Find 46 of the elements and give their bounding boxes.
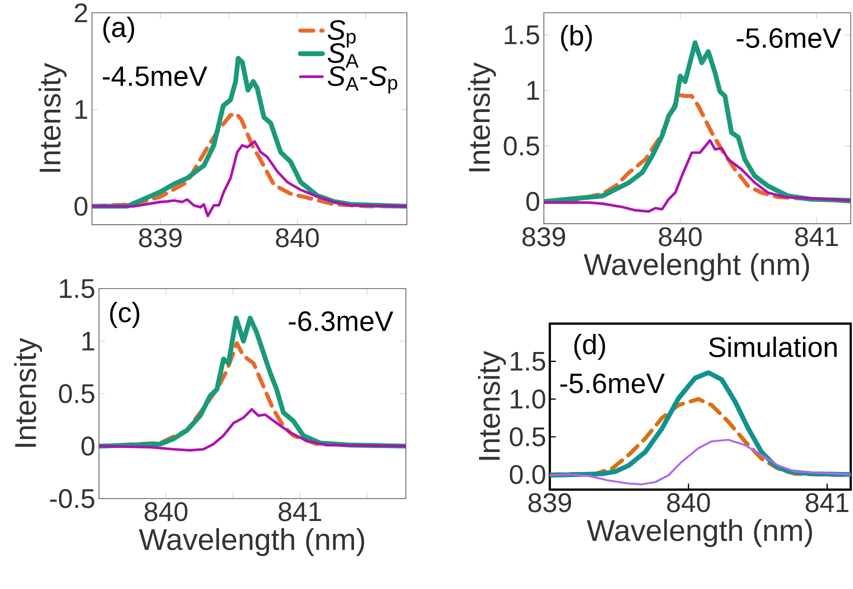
y-tick-label: 0 <box>526 192 540 212</box>
y-tick-label: 1 <box>75 100 88 120</box>
annotation: -5.6meV <box>560 374 665 394</box>
y-axis-title: Intensity <box>478 351 506 460</box>
annotation: Simulation <box>709 336 837 358</box>
y-axis-title: Intensity <box>14 338 42 447</box>
annotation: -6.3meV <box>288 312 394 332</box>
line-series <box>92 140 407 218</box>
y-tick-label: 0.5 <box>510 427 546 447</box>
y-tick-label: 1 <box>82 332 94 351</box>
y-tick-label: -0.5 <box>50 489 94 508</box>
annotation: (b) <box>561 25 592 52</box>
y-tick-label: 0.5 <box>58 384 94 404</box>
x-tick-label: 839 <box>528 493 572 512</box>
x-tick-label: 840 <box>276 228 319 248</box>
x-axis-title: Wavelenght (nm) <box>584 253 809 282</box>
y-tick-label: 1.5 <box>504 26 540 45</box>
x-tick-label: 841 <box>795 227 838 247</box>
x-tick-label: 839 <box>522 227 566 247</box>
annotation: (a) <box>103 16 134 43</box>
x-axis-title: Wavelength (nm) <box>586 519 812 548</box>
y-tick-label: 0.0 <box>510 465 546 484</box>
y-axis-title: Intensity <box>468 62 496 172</box>
x-tick-label: 840 <box>658 227 702 247</box>
line-series <box>544 139 851 213</box>
y-tick-label: 1.5 <box>510 352 546 372</box>
y-tick-label: 0 <box>81 436 94 456</box>
y-tick-label: 2 <box>74 4 88 22</box>
y-tick-label: 1.5 <box>60 279 94 298</box>
y-axis-title: Intensity <box>38 63 67 172</box>
x-tick-label: 840 <box>667 493 710 512</box>
annotation: (c) <box>110 302 140 328</box>
x-tick-label: 839 <box>139 228 182 248</box>
annotation: (d) <box>574 334 606 360</box>
x-tick-label: 841 <box>278 502 322 522</box>
line-series <box>98 408 406 452</box>
line-series <box>550 439 851 486</box>
annotation: -4.5meV <box>102 66 208 86</box>
y-tick-label: 1.0 <box>510 390 546 409</box>
x-tick-label: 841 <box>806 493 848 512</box>
y-tick-label: 0 <box>74 196 88 216</box>
annotation: -5.6meV <box>736 28 842 48</box>
x-tick-label: 840 <box>144 502 188 522</box>
x-axis-title: Wavelength (nm) <box>138 528 364 556</box>
y-tick-label: 1 <box>527 81 539 100</box>
y-tick-label: 0.5 <box>504 136 540 156</box>
